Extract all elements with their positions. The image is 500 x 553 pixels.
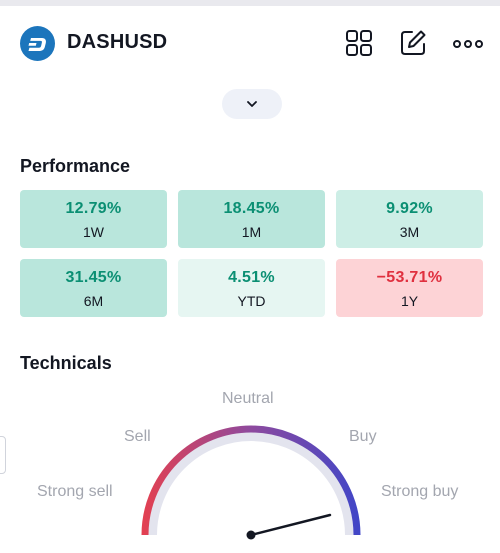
performance-value: 12.79% (65, 200, 122, 217)
technicals-gauge (141, 425, 361, 540)
more-icon (453, 40, 483, 48)
performance-tile-3m[interactable]: 9.92% 3M (336, 190, 483, 248)
performance-period: 6M (83, 293, 104, 309)
gauge-arc (141, 425, 361, 536)
performance-tile-1m[interactable]: 18.45% 1M (178, 190, 325, 248)
gauge-label-buy: Buy (349, 428, 377, 445)
side-panel-handle[interactable] (0, 436, 6, 474)
performance-period: YTD (237, 293, 266, 309)
grid-icon (346, 30, 372, 56)
gauge-label-sell: Sell (124, 428, 151, 445)
performance-tile-1w[interactable]: 12.79% 1W (20, 190, 167, 248)
performance-period: 1M (241, 224, 262, 240)
dash-logo-icon (20, 26, 55, 61)
performance-value: −53.71% (376, 269, 443, 286)
performance-period: 1Y (400, 293, 419, 309)
performance-tile-1y[interactable]: −53.71% 1Y (336, 259, 483, 317)
expand-details-button[interactable] (222, 89, 282, 119)
performance-period: 3M (399, 224, 420, 240)
chevron-down-icon (247, 101, 257, 107)
edit-button[interactable] (396, 26, 430, 60)
performance-tile-6m[interactable]: 31.45% 6M (20, 259, 167, 317)
edit-icon (401, 30, 426, 55)
more-options-button[interactable] (451, 26, 485, 60)
performance-title: Performance (20, 156, 131, 176)
symbol-name: DASHUSD (67, 31, 168, 53)
performance-tile-ytd[interactable]: 4.51% YTD (178, 259, 325, 317)
symbol-header: DASHUSD (20, 24, 486, 62)
gauge-needle (249, 513, 332, 537)
gauge-needle-pivot (246, 530, 256, 540)
performance-value: 18.45% (223, 200, 280, 217)
gauge-label-neutral: Neutral (222, 390, 274, 407)
performance-value: 4.51% (228, 269, 275, 286)
performance-value: 31.45% (65, 269, 122, 286)
gauge-track (147, 431, 355, 536)
gauge-label-strong-buy: Strong buy (381, 483, 459, 500)
layout-grid-button[interactable] (342, 26, 376, 60)
performance-value: 9.92% (386, 200, 433, 217)
technicals-title: Technicals (20, 353, 112, 373)
performance-period: 1W (83, 224, 104, 240)
top-border (0, 0, 500, 6)
gauge-label-strong-sell: Strong sell (37, 483, 113, 500)
